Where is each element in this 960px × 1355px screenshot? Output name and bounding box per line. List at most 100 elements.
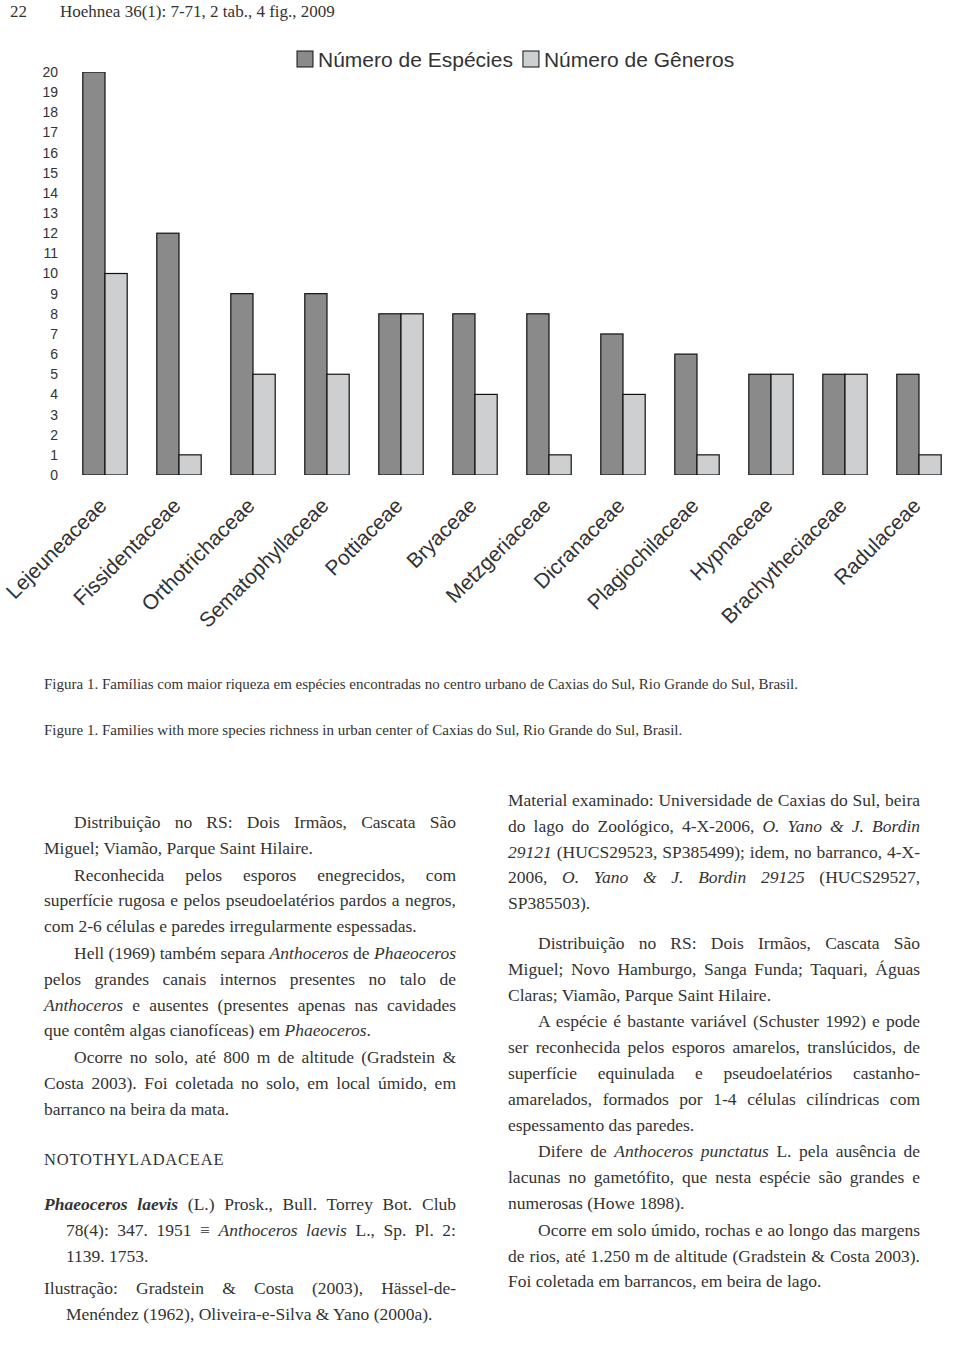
y-tick-label: 11 bbox=[43, 245, 58, 261]
y-axis-line bbox=[64, 73, 65, 476]
text-run: de bbox=[349, 943, 374, 963]
paragraph: Ocorre no solo, até 800 m de altitude (G… bbox=[44, 1045, 456, 1122]
bar bbox=[823, 374, 845, 475]
y-tick-label: 13 bbox=[42, 205, 58, 221]
y-tick-label: 12 bbox=[42, 225, 58, 241]
x-tick: Bryaceae bbox=[402, 493, 481, 572]
bar bbox=[549, 455, 571, 475]
y-tick: 2 bbox=[50, 427, 64, 443]
y-tick: 16 bbox=[42, 145, 64, 161]
legend-label: Número de Espécies bbox=[318, 48, 513, 71]
text-run: Reconhecida pelos esporos enegrecidos, c… bbox=[44, 865, 456, 937]
x-tick: Plagiochilaceae bbox=[583, 493, 703, 613]
y-tick-label: 5 bbox=[50, 366, 58, 382]
text-run: Phaeoceros bbox=[285, 1020, 367, 1040]
y-tick: 13 bbox=[42, 205, 64, 221]
y-tick: 18 bbox=[42, 104, 64, 120]
bar bbox=[231, 294, 253, 475]
x-tick-label: Brachytheciaceae bbox=[716, 493, 850, 627]
y-tick: 6 bbox=[50, 346, 64, 362]
legend-swatch bbox=[297, 51, 313, 67]
y-tick-label: 9 bbox=[50, 286, 58, 302]
text-run: Anthoceros bbox=[44, 995, 123, 1015]
text-run: Distribuição no RS: Dois Irmãos, Cascata… bbox=[508, 933, 920, 1005]
y-tick: 9 bbox=[50, 286, 64, 302]
bar bbox=[157, 233, 179, 475]
paragraph: A espécie é bastante variável (Schuster … bbox=[508, 1009, 920, 1138]
journal-reference: Hoehnea 36(1): 7-71, 2 tab., 4 fig., 200… bbox=[60, 2, 335, 22]
legend-item: Número de Espécies bbox=[297, 48, 513, 71]
y-tick: 14 bbox=[42, 185, 64, 201]
caption: Figura 1. Famílias com maior riqueza em … bbox=[44, 676, 798, 693]
bar bbox=[771, 374, 793, 475]
x-tick-label: Plagiochilaceae bbox=[583, 493, 703, 613]
bars bbox=[83, 72, 941, 475]
y-tick-label: 16 bbox=[42, 145, 58, 161]
y-tick: 0 bbox=[50, 467, 64, 483]
y-tick-label: 4 bbox=[50, 386, 58, 402]
y-tick-label: 10 bbox=[42, 265, 58, 281]
bar bbox=[601, 334, 623, 475]
chart-svg: 01234567891011121314151617181920Lejeunea… bbox=[0, 0, 960, 660]
y-tick-label: 18 bbox=[42, 104, 58, 120]
y-tick-label: 19 bbox=[42, 84, 58, 100]
paragraph: Ocorre em solo úmido, rochas e ao longo … bbox=[508, 1218, 920, 1295]
bar bbox=[845, 374, 867, 475]
x-axis: LejeuneaceaeFissidentaceaeOrthotrichacea… bbox=[1, 493, 956, 631]
x-tick-label: Metzgeriaceae bbox=[441, 493, 555, 607]
legend-label: Número de Gêneros bbox=[544, 48, 734, 71]
bar bbox=[305, 294, 327, 475]
paragraph: Hell (1969) também separa Anthoceros de … bbox=[44, 941, 456, 1044]
text-run: O. Yano & J. Bordin 29125 bbox=[562, 867, 805, 887]
y-tick-label: 15 bbox=[42, 165, 58, 181]
bar bbox=[83, 72, 105, 475]
y-tick-label: 17 bbox=[42, 124, 58, 140]
y-tick: 7 bbox=[50, 326, 64, 342]
bar bbox=[105, 274, 127, 476]
caption: Figure 1. Families with more species ric… bbox=[44, 722, 682, 739]
bar-series bbox=[83, 72, 919, 475]
bar bbox=[179, 455, 201, 475]
x-tick: Brachytheciaceae bbox=[716, 493, 850, 627]
text-run: . bbox=[366, 1020, 370, 1040]
text-run: Phaeoceros laevis bbox=[44, 1194, 178, 1214]
text-run: Anthoceros laevis bbox=[218, 1220, 346, 1240]
text-run: Anthoceros punctatus bbox=[614, 1141, 769, 1161]
y-tick: 8 bbox=[50, 306, 64, 322]
y-tick: 3 bbox=[50, 407, 64, 423]
text-column: Distribuição no RS: Dois Irmãos, Cascata… bbox=[44, 810, 456, 1333]
text-run: Ocorre em solo úmido, rochas e ao longo … bbox=[508, 1220, 920, 1292]
y-tick-label: 7 bbox=[50, 326, 58, 342]
legend-item: Número de Gêneros bbox=[523, 48, 734, 71]
page-number: 22 bbox=[10, 2, 27, 22]
bar bbox=[527, 314, 549, 475]
y-tick: 19 bbox=[42, 84, 64, 100]
text-run: Difere de bbox=[538, 1141, 614, 1161]
text-run: A espécie é bastante variável (Schuster … bbox=[508, 1011, 920, 1134]
y-tick-label: 0 bbox=[50, 467, 58, 483]
y-tick: 10 bbox=[42, 265, 64, 281]
paragraph: Ilustração: Gradstein & Costa (2003), Hä… bbox=[44, 1276, 456, 1328]
y-tick-label: 8 bbox=[50, 306, 58, 322]
y-tick: 11 bbox=[43, 245, 64, 261]
text-run: Ocorre no solo, até 800 m de altitude (G… bbox=[44, 1047, 456, 1119]
text-run: Ilustração: Gradstein & Costa (2003), Hä… bbox=[44, 1278, 456, 1324]
y-tick: 1 bbox=[50, 447, 64, 463]
section-heading: NOTOTHYLADACEAE bbox=[44, 1147, 456, 1173]
y-tick-label: 6 bbox=[50, 346, 58, 362]
y-tick-label: 2 bbox=[50, 427, 58, 443]
y-tick: 20 bbox=[42, 64, 64, 80]
x-tick: Metzgeriaceae bbox=[441, 493, 555, 607]
legend-swatch bbox=[523, 51, 539, 67]
legend: Número de Espécies Número de Gêneros bbox=[297, 48, 734, 71]
paragraph: Material examinado: Universidade de Caxi… bbox=[508, 788, 920, 917]
x-tick-label: Pottiaceae bbox=[320, 493, 406, 579]
y-tick-label: 14 bbox=[42, 185, 58, 201]
paragraph: Phaeoceros laevis (L.) Prosk., Bull. Tor… bbox=[44, 1192, 456, 1269]
y-tick: 4 bbox=[50, 386, 64, 402]
bar bbox=[379, 314, 401, 475]
bar bbox=[897, 374, 919, 475]
y-tick: 12 bbox=[42, 225, 64, 241]
x-axis-line bbox=[69, 495, 957, 496]
x-tick-label: Radulaceae bbox=[829, 493, 925, 589]
